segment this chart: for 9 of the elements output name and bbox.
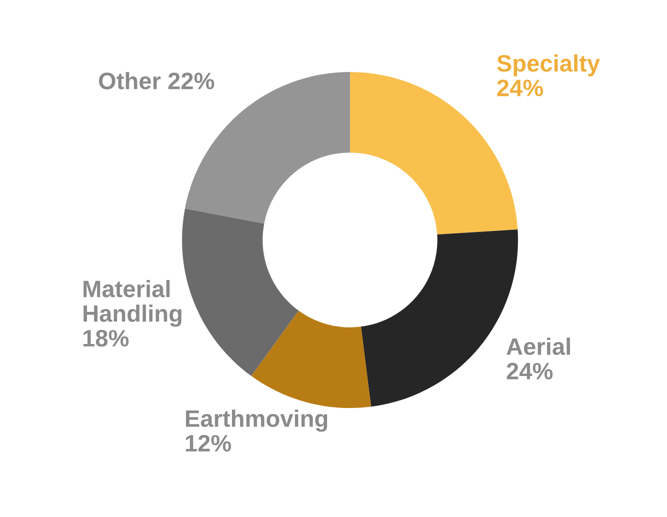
data-label: 24% <box>497 80 544 96</box>
slice-label: Specialty <box>497 54 600 76</box>
slice-label: Material Handling <box>84 280 182 327</box>
slice-label: Earthmoving <box>186 410 328 432</box>
slice-label: Aerial <box>506 338 570 355</box>
data-label: 18% <box>83 330 129 347</box>
data-label: 24% <box>506 362 553 380</box>
data-label: 12% <box>186 434 232 452</box>
slice-label: Other 22% <box>98 72 214 90</box>
